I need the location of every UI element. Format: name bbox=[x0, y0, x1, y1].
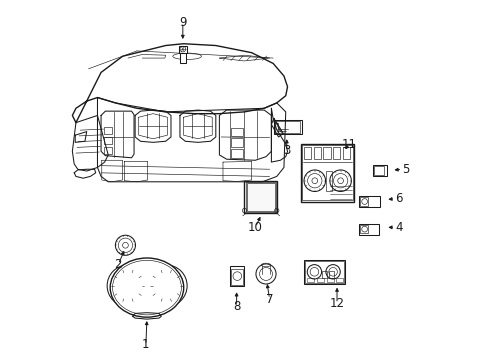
Bar bbox=[342, 147, 349, 159]
Bar bbox=[180, 53, 185, 63]
Bar bbox=[359, 196, 379, 207]
Bar bbox=[246, 183, 274, 211]
Text: 11: 11 bbox=[341, 138, 356, 151]
Bar bbox=[139, 281, 154, 292]
Bar bbox=[245, 182, 275, 212]
Ellipse shape bbox=[110, 258, 183, 317]
Bar bbox=[304, 261, 343, 283]
Text: 1: 1 bbox=[142, 338, 149, 351]
Text: 6: 6 bbox=[394, 192, 402, 205]
Bar bbox=[323, 147, 330, 159]
Text: 5: 5 bbox=[402, 163, 409, 176]
Text: 10: 10 bbox=[247, 221, 262, 234]
Bar bbox=[322, 271, 326, 278]
Text: 4: 4 bbox=[394, 221, 402, 234]
Bar bbox=[275, 121, 300, 133]
Bar bbox=[306, 278, 314, 282]
Bar bbox=[231, 128, 242, 136]
Bar bbox=[373, 166, 383, 175]
Bar bbox=[231, 269, 242, 285]
Bar bbox=[273, 123, 278, 134]
Bar bbox=[178, 45, 187, 53]
Text: 9: 9 bbox=[179, 16, 186, 29]
Bar bbox=[328, 271, 333, 278]
Bar bbox=[316, 278, 324, 282]
Bar bbox=[104, 137, 112, 144]
Bar bbox=[303, 260, 344, 284]
Bar bbox=[304, 147, 310, 159]
Bar bbox=[360, 197, 367, 206]
Bar bbox=[231, 149, 242, 158]
Text: 7: 7 bbox=[265, 293, 273, 306]
Bar bbox=[332, 147, 340, 159]
Bar bbox=[336, 278, 343, 282]
Text: 3: 3 bbox=[283, 144, 290, 157]
Bar bbox=[244, 181, 276, 213]
Bar bbox=[301, 144, 353, 202]
Bar bbox=[372, 165, 386, 176]
Bar bbox=[104, 127, 112, 134]
Bar bbox=[359, 224, 378, 234]
Bar bbox=[302, 145, 352, 201]
Bar bbox=[273, 120, 301, 134]
Bar bbox=[104, 147, 112, 154]
Bar bbox=[230, 266, 244, 286]
Bar bbox=[313, 147, 320, 159]
Text: 12: 12 bbox=[329, 297, 344, 310]
Bar bbox=[325, 171, 331, 191]
Text: 8: 8 bbox=[232, 300, 240, 313]
Bar bbox=[360, 225, 367, 233]
Bar bbox=[231, 138, 242, 147]
Bar bbox=[326, 278, 333, 282]
Text: 2: 2 bbox=[114, 258, 122, 271]
